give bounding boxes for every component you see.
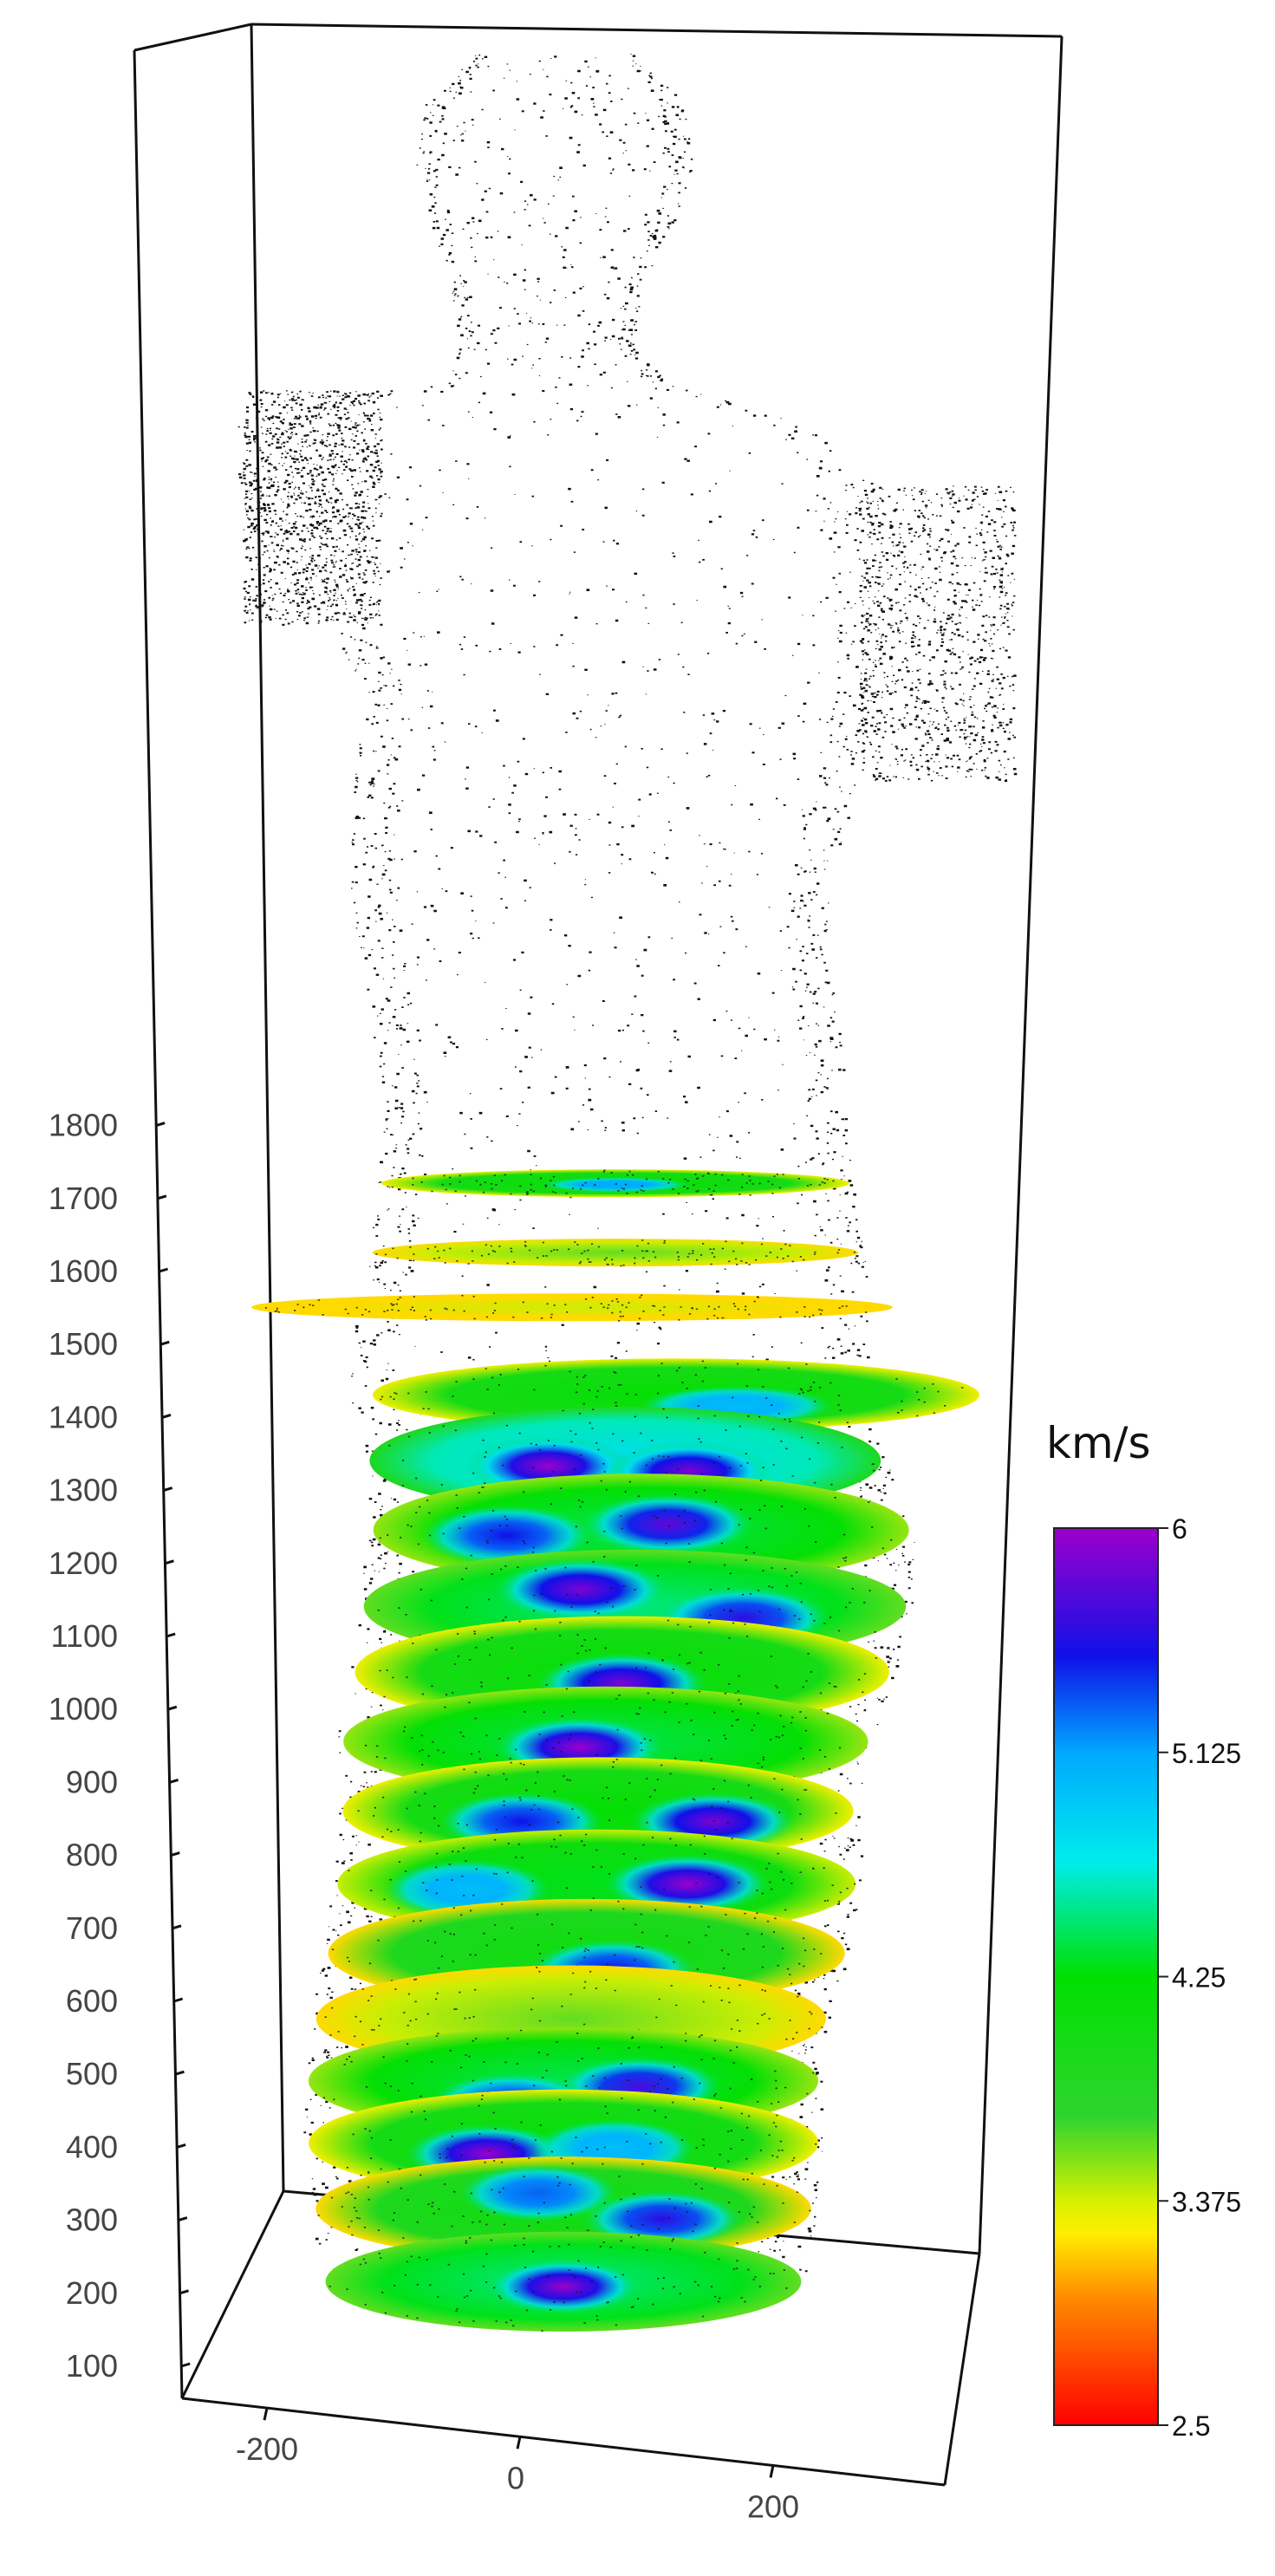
velocity-slices xyxy=(251,1169,979,2332)
box-edge xyxy=(250,23,1063,38)
x-axis: -200 0 200 xyxy=(236,2407,799,2525)
z-tick-label: 1100 xyxy=(51,1618,118,1654)
z-tick xyxy=(161,1413,172,1419)
z-tick-label: 1600 xyxy=(49,1253,118,1289)
box-edge xyxy=(978,36,1064,2254)
z-tick xyxy=(176,2143,186,2149)
x-tick xyxy=(516,2436,522,2449)
z-tick xyxy=(159,1267,169,1273)
box-edge xyxy=(943,2253,981,2486)
x-tick-label: 0 xyxy=(507,2460,524,2495)
z-tick xyxy=(173,1997,184,2003)
velocity-slice xyxy=(372,1239,859,1267)
colorbar-tick-label: 6 xyxy=(1172,1513,1187,1545)
colorbar-bar xyxy=(1053,1527,1159,2426)
colorbar-tick-label: 3.375 xyxy=(1172,2186,1241,2217)
x-tick-label: 200 xyxy=(747,2489,799,2525)
colorbar: km/s 6 5.125 4.25 3.375 2.5 xyxy=(1046,1418,1241,2442)
z-tick-label: 1400 xyxy=(49,1399,118,1434)
z-tick xyxy=(174,2070,185,2076)
z-tick-label: 1200 xyxy=(49,1545,118,1581)
z-tick xyxy=(169,1778,179,1784)
z-tick-label: 1500 xyxy=(49,1326,118,1362)
z-tick xyxy=(172,1924,182,1930)
z-tick-label: 300 xyxy=(66,2202,118,2238)
z-tick-label: 200 xyxy=(66,2275,118,2311)
z-tick xyxy=(163,1486,173,1493)
z-tick-label: 1000 xyxy=(49,1691,118,1727)
z-tick xyxy=(179,2289,189,2295)
box-edge xyxy=(181,2397,946,2487)
box-edge xyxy=(180,2190,285,2399)
velocity-slice xyxy=(251,1293,893,1322)
z-tick xyxy=(159,1340,170,1346)
z-tick-label: 700 xyxy=(66,1910,118,1946)
slice-points xyxy=(379,1480,893,1586)
z-tick xyxy=(178,2216,188,2222)
z-tick xyxy=(166,1632,176,1638)
colorbar-tick-label: 4.25 xyxy=(1172,1962,1226,1994)
colorbar-tick-label: 2.5 xyxy=(1172,2410,1210,2442)
box-edge xyxy=(250,23,285,2192)
colorbar-ticks: 6 5.125 4.25 3.375 2.5 xyxy=(1158,1513,1241,2442)
x-tick-label: -200 xyxy=(236,2431,298,2467)
slice-anomaly xyxy=(487,2259,640,2314)
z-tick-label: 1300 xyxy=(49,1473,118,1508)
z-tick xyxy=(167,1705,178,1711)
bounding-box-front xyxy=(133,23,981,2487)
colorbar-tick-label: 5.125 xyxy=(1172,1738,1241,1769)
slice-surface xyxy=(251,1293,893,1322)
z-tick-label: 400 xyxy=(66,2129,118,2164)
z-tick xyxy=(180,2362,191,2368)
z-tick-label: 500 xyxy=(66,2056,118,2091)
z-tick xyxy=(170,1851,180,1857)
z-axis: 100 200 300 400 500 600 700 800 900 1000 1100 1200 1… xyxy=(49,1108,191,2384)
slice-anomaly xyxy=(421,1504,594,1567)
z-tick-label: 100 xyxy=(66,2348,118,2384)
z-tick-label: 1700 xyxy=(49,1181,118,1216)
slice-anomaly xyxy=(604,1853,771,1915)
x-tick xyxy=(263,2407,269,2421)
slice-anomaly xyxy=(582,1493,754,1556)
box-edge xyxy=(133,23,252,52)
velocity-slice xyxy=(325,2231,802,2332)
z-tick-label: 1800 xyxy=(49,1108,118,1143)
slice-anomaly xyxy=(493,1558,667,1621)
z-tick-label: 600 xyxy=(66,1983,118,2019)
box-edge xyxy=(133,49,184,2399)
velocity-slice xyxy=(381,1169,850,1199)
colorbar-title: km/s xyxy=(1046,1418,1151,1468)
z-tick xyxy=(165,1559,174,1565)
z-tick-label: 800 xyxy=(66,1838,118,1873)
x-tick xyxy=(769,2465,775,2478)
slice-anomaly xyxy=(459,2164,618,2222)
z-tick-label: 900 xyxy=(66,1764,118,1799)
z-tick xyxy=(155,1122,166,1128)
z-tick xyxy=(157,1194,167,1200)
